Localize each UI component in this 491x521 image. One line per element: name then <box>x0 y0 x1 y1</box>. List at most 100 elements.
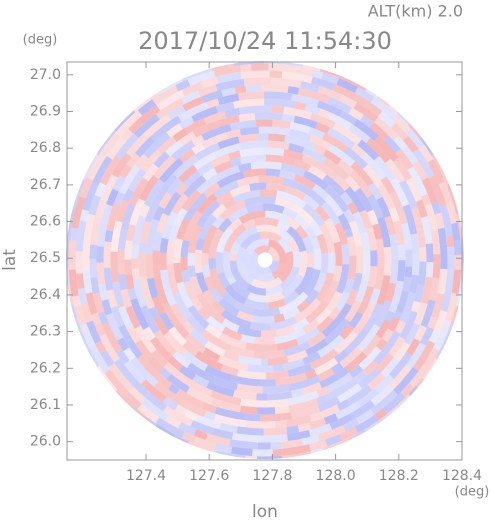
radar-cell <box>243 196 277 207</box>
y-tick-label: 26.2 <box>30 360 61 376</box>
radar-cell <box>204 340 226 357</box>
radar-cell <box>124 240 133 260</box>
radar-cell <box>238 210 266 225</box>
radar-cell <box>144 114 172 138</box>
y-tick-label: 26.6 <box>30 214 61 230</box>
radar-cell <box>267 246 280 262</box>
radar-cell <box>202 347 221 362</box>
radar-cell <box>195 271 209 293</box>
radar-cell <box>349 400 375 420</box>
radar-cell <box>176 217 191 240</box>
radar-cell <box>268 133 286 143</box>
radar-cell <box>262 203 285 214</box>
radar-cell <box>277 237 293 254</box>
radar-cell <box>359 114 374 128</box>
radar-cell <box>210 300 226 315</box>
radar-cell <box>404 266 413 278</box>
radar-cell <box>302 319 320 334</box>
radar-cell <box>385 158 406 184</box>
radar-cell <box>153 155 176 180</box>
radar-cell <box>389 233 399 259</box>
radar-cell <box>267 355 289 366</box>
radar-cell <box>383 246 392 276</box>
radar-cell <box>127 168 147 192</box>
radar-cell <box>217 355 249 372</box>
radar-cell <box>171 140 196 161</box>
radar-cell <box>344 228 354 238</box>
radar-cell <box>166 177 184 197</box>
radar-cell <box>268 260 280 273</box>
radar-cell <box>229 253 238 261</box>
radar-cell <box>219 422 238 434</box>
radar-cell <box>245 420 276 429</box>
radar-cell <box>318 108 332 120</box>
radar-cell <box>309 348 339 370</box>
radar-cell <box>127 404 137 414</box>
radar-cell <box>346 201 359 215</box>
radar-cell <box>314 307 332 325</box>
radar-cell <box>302 61 322 72</box>
radar-cell <box>388 351 413 379</box>
x-tick-label: 127.8 <box>252 468 292 484</box>
radar-cell <box>260 412 293 422</box>
radar-cell <box>274 420 288 429</box>
radar-cell <box>273 313 286 323</box>
radar-cell <box>317 334 345 358</box>
radar-cell <box>369 288 381 305</box>
radar-cell <box>177 102 209 122</box>
radar-cell <box>115 349 130 365</box>
radar-cell <box>320 252 329 275</box>
radar-cell <box>326 290 343 312</box>
radar-cell <box>138 104 161 125</box>
radar-cell <box>215 78 245 92</box>
radar-cell <box>335 290 351 311</box>
radar-cell <box>236 246 247 262</box>
radar-cell <box>245 342 278 352</box>
radar-cell <box>125 223 136 242</box>
radar-cell <box>201 264 211 279</box>
radar-cell <box>90 312 102 326</box>
radar-cell <box>117 228 128 250</box>
radar-cell <box>287 375 321 392</box>
radar-cell <box>190 420 215 435</box>
radar-cell <box>124 259 133 275</box>
radar-cell <box>362 334 382 357</box>
radar-cell <box>324 184 350 213</box>
radar-cell <box>217 136 240 150</box>
radar-cell <box>323 157 350 181</box>
radar-cell <box>239 126 260 136</box>
radar-cell <box>89 244 98 259</box>
radar-cell <box>192 120 220 138</box>
radar-cell <box>221 318 240 333</box>
y-tick-label: 26.4 <box>30 287 61 303</box>
radar-cell <box>417 261 427 286</box>
radar-cell <box>295 225 309 240</box>
radar-cell <box>131 268 140 280</box>
radar-cell <box>79 323 96 348</box>
radar-cell <box>245 84 262 93</box>
radar-cell <box>407 166 428 197</box>
radar-cell <box>128 386 146 404</box>
radar-cell <box>326 127 356 150</box>
radar-cell <box>216 171 245 189</box>
radar-cell <box>309 439 328 452</box>
radar-cell <box>156 89 185 111</box>
radar-cell <box>377 216 391 248</box>
radar-cell <box>334 222 348 246</box>
radar-cell <box>239 147 264 158</box>
radar-cell <box>390 122 409 141</box>
radar-cell <box>329 413 354 430</box>
radar-cell <box>106 202 121 232</box>
radar-cell <box>138 252 147 277</box>
y-tick-label: 26.8 <box>30 140 61 156</box>
radar-cell <box>377 111 396 128</box>
radar-cell <box>234 225 259 246</box>
radar-cell <box>282 207 298 220</box>
radar-cell <box>153 151 170 169</box>
radar-cell <box>365 226 378 251</box>
radar-cell <box>269 70 283 79</box>
radar-cell <box>318 222 336 254</box>
radar-cell <box>278 228 293 243</box>
radar-cell <box>74 305 87 326</box>
radar-cell <box>238 162 252 172</box>
